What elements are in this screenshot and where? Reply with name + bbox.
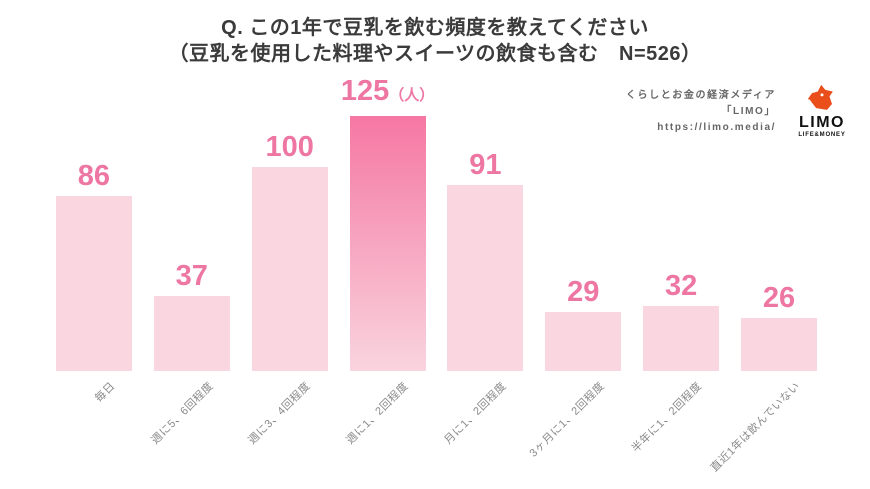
bar-5[interactable] xyxy=(545,312,622,371)
bar-chart: 86 毎日 37 週に5、6回程度 100 週に3、4回程度 125（人） 週に1、2回程度 9… xyxy=(45,70,828,474)
credit-text: くらしとお金の経済メディア 「LIMO」 https://limo.media/ xyxy=(626,88,776,136)
chart-title-line2: （豆乳を使用した料理やスイーツの飲食も含む N=526） xyxy=(168,43,702,65)
bar-column: 86 毎日 xyxy=(45,70,143,405)
bar-value-label: 26 xyxy=(762,282,796,314)
limo-logo: LIMO LIFE&MONEY xyxy=(784,84,860,139)
credit-url: https://limo.media/ xyxy=(657,121,776,133)
bar-1[interactable] xyxy=(153,296,230,371)
bar-column: 91 月に1、2回程度 xyxy=(437,70,535,447)
credit-line1: くらしとお金の経済メディア xyxy=(625,89,776,101)
bull-icon xyxy=(807,84,833,110)
category-label: 毎日 xyxy=(92,380,118,405)
category-label: 3ヶ月に1、2回程度 xyxy=(527,380,607,460)
chart-title: Q. この1年で豆乳を飲む頻度を教えてください （豆乳を使用した料理やスイーツの… xyxy=(0,15,870,67)
bar-7[interactable] xyxy=(741,318,818,371)
bar-value-label: 29 xyxy=(567,276,600,308)
bar-6[interactable] xyxy=(643,306,720,371)
logo-tagline: LIFE&MONEY xyxy=(798,132,846,138)
unit-label: （人） xyxy=(389,87,435,104)
bar-column: 29 3ヶ月に1、2回程度 xyxy=(527,70,632,460)
bar-value-label: 37 xyxy=(175,260,208,292)
bar-column: 26 直近1年は飲んでいない xyxy=(709,70,828,474)
bar-value-label: 86 xyxy=(77,160,111,192)
bar-column: 125（人） 週に1、2回程度 xyxy=(339,70,437,447)
credit-block: くらしとお金の経済メディア 「LIMO」 https://limo.media/… xyxy=(626,84,860,139)
bar-column: 32 半年に1、2回程度 xyxy=(630,70,730,455)
category-label: 半年に1、2回程度 xyxy=(630,380,705,455)
bar-column: 100 週に3、4回程度 xyxy=(241,70,339,447)
bar-4[interactable] xyxy=(447,185,524,371)
bar-0[interactable] xyxy=(55,196,132,371)
bar-3[interactable] xyxy=(349,116,426,371)
category-label: 週に1、2回程度 xyxy=(344,380,412,447)
chart-title-line1: Q. この1年で豆乳を飲む頻度を教えてください xyxy=(221,17,649,39)
bar-2[interactable] xyxy=(251,167,328,371)
category-label: 週に5、6回程度 xyxy=(148,380,216,447)
logo-wordmark: LIMO xyxy=(799,114,845,131)
bar-column: 37 週に5、6回程度 xyxy=(143,70,241,447)
category-label: 直近1年は飲んでいない xyxy=(708,380,803,475)
category-label: 週に3、4回程度 xyxy=(246,380,314,447)
bar-value-label: 32 xyxy=(665,270,698,302)
bar-value-label: 125（人） xyxy=(340,75,435,107)
bar-value-label: 100 xyxy=(265,131,314,163)
bar-value-label: 91 xyxy=(469,149,502,181)
credit-line2: 「LIMO」 xyxy=(721,105,776,117)
category-label: 月に1、2回程度 xyxy=(442,380,510,447)
